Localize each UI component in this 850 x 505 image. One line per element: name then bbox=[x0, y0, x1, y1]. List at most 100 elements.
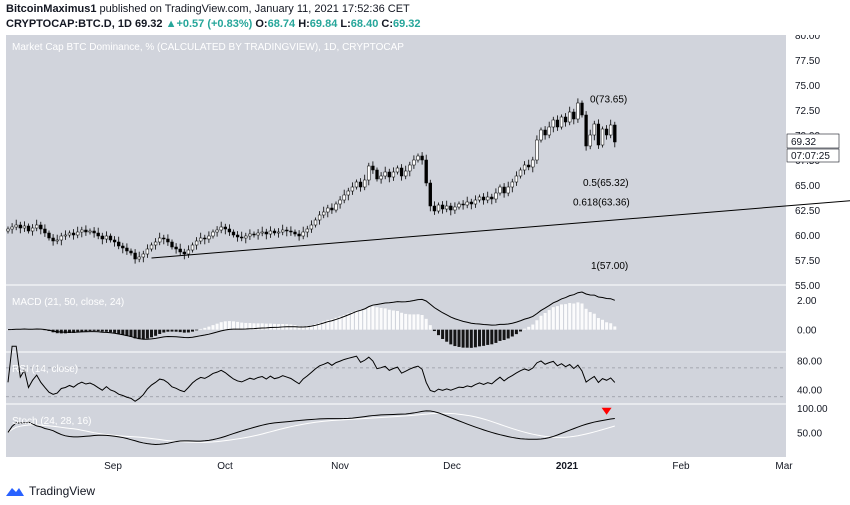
macd-histogram-bar bbox=[584, 308, 588, 330]
candle-body bbox=[199, 237, 203, 242]
macd-histogram-bar bbox=[338, 316, 342, 330]
candle-body bbox=[568, 111, 572, 123]
macd-histogram-bar bbox=[150, 329, 153, 338]
candle-body bbox=[293, 231, 297, 235]
brand-label[interactable]: TradingView bbox=[29, 484, 96, 498]
macd-histogram-bar bbox=[375, 307, 379, 330]
time-tick-label: Oct bbox=[217, 461, 233, 472]
macd-histogram-bar bbox=[482, 329, 486, 346]
rsi-title: RSI (14, close) bbox=[12, 364, 78, 375]
chart-area[interactable]: 0(73.65) 0.5(65.32) 0.618(63.36) 1(57.00) 8… bbox=[0, 35, 850, 475]
time-tick-label: Mar bbox=[775, 461, 793, 472]
candle-body bbox=[35, 224, 39, 229]
macd-histogram-bar bbox=[145, 329, 149, 339]
candle-body bbox=[203, 237, 207, 240]
macd-histogram-bar bbox=[596, 318, 600, 330]
time-tick-label: 2021 bbox=[556, 461, 579, 472]
candle-body bbox=[473, 199, 478, 205]
macd-histogram-bar bbox=[76, 329, 80, 333]
candle-body bbox=[112, 239, 117, 243]
macd-histogram-bar bbox=[305, 325, 309, 330]
time-axis[interactable] bbox=[6, 457, 786, 475]
time-tick-label: Nov bbox=[331, 461, 349, 472]
candle-body bbox=[322, 211, 326, 216]
candle-body bbox=[494, 192, 498, 200]
macd-histogram-bar bbox=[523, 328, 527, 330]
candle-body bbox=[84, 229, 88, 233]
macd-histogram-bar bbox=[240, 322, 244, 330]
candle-body bbox=[465, 201, 469, 206]
candle-body bbox=[408, 164, 412, 172]
macd-histogram-bar bbox=[494, 329, 498, 343]
candle-body bbox=[63, 234, 68, 237]
macd-histogram-bar bbox=[350, 311, 354, 330]
stoch-k-line bbox=[7, 410, 615, 445]
macd-histogram-bar bbox=[309, 325, 313, 330]
candle-body bbox=[404, 170, 408, 177]
candle-body bbox=[346, 190, 350, 196]
candle-body bbox=[276, 231, 281, 234]
candle-body bbox=[395, 167, 400, 173]
indicator-tick-label: 40.00 bbox=[797, 386, 822, 397]
candle-body bbox=[104, 235, 109, 240]
candle-body bbox=[420, 155, 424, 161]
candle-body bbox=[162, 237, 166, 240]
candle-body bbox=[510, 181, 514, 188]
candle-body bbox=[580, 102, 584, 116]
candle-body bbox=[563, 116, 568, 123]
macd-histogram-bar bbox=[88, 329, 92, 331]
candle-body bbox=[592, 123, 596, 136]
candle-body bbox=[477, 196, 482, 201]
indicator-tick-label: 2.00 bbox=[797, 296, 817, 307]
macd-histogram-bar bbox=[174, 329, 178, 332]
publisher-name[interactable]: BitcoinMaximus1 bbox=[6, 3, 97, 15]
macd-histogram-bar bbox=[449, 329, 453, 345]
macd-histogram-bar bbox=[191, 329, 194, 332]
macd-histogram-bar bbox=[510, 329, 514, 337]
trendline[interactable] bbox=[151, 184, 850, 259]
macd-histogram-bar bbox=[113, 329, 117, 333]
candle-body bbox=[412, 159, 416, 166]
candle-body bbox=[121, 245, 125, 249]
candle-body bbox=[22, 225, 27, 229]
macd-histogram-bar bbox=[252, 323, 256, 330]
macd-histogram-bar bbox=[232, 321, 235, 330]
candle-body bbox=[272, 230, 277, 234]
price-tick-label: 65.00 bbox=[795, 181, 820, 192]
publish-info: published on TradingView.com, January 11… bbox=[99, 3, 410, 15]
candle-body bbox=[301, 231, 305, 237]
candle-body bbox=[18, 224, 22, 229]
candle-body bbox=[391, 171, 396, 178]
macd-histogram-bar bbox=[154, 329, 158, 336]
candle-body bbox=[137, 256, 141, 260]
candle-body bbox=[256, 232, 260, 236]
macd-histogram-bar bbox=[547, 310, 551, 330]
macd-histogram-bar bbox=[68, 329, 71, 333]
macd-histogram-bar bbox=[355, 310, 358, 330]
candle-body bbox=[129, 250, 133, 254]
candle-body bbox=[125, 247, 129, 252]
candle-body bbox=[285, 229, 289, 232]
candle-body bbox=[235, 234, 240, 238]
macd-histogram-bar bbox=[330, 319, 334, 330]
time-tick-label: Feb bbox=[672, 461, 690, 472]
macd-histogram-bar bbox=[371, 306, 375, 330]
candle-body bbox=[428, 182, 432, 207]
candle-body bbox=[141, 253, 145, 258]
macd-histogram-bar bbox=[96, 329, 100, 332]
macd-histogram-bar bbox=[478, 329, 481, 347]
time-tick-label: Dec bbox=[443, 461, 461, 472]
candle-body bbox=[600, 128, 605, 146]
candle-body bbox=[543, 129, 547, 136]
candle-body bbox=[252, 233, 256, 236]
macd-histogram-bar bbox=[609, 323, 613, 330]
candle-body bbox=[535, 139, 539, 161]
high-label: H: bbox=[298, 18, 310, 30]
candle-body bbox=[432, 205, 437, 212]
macd-histogram-bar bbox=[473, 329, 477, 348]
candle-body bbox=[576, 102, 580, 120]
macd-histogram-bar bbox=[244, 322, 248, 330]
macd-histogram-bar bbox=[133, 329, 137, 339]
macd-histogram-bar bbox=[322, 321, 326, 330]
price-axis[interactable] bbox=[786, 35, 846, 475]
